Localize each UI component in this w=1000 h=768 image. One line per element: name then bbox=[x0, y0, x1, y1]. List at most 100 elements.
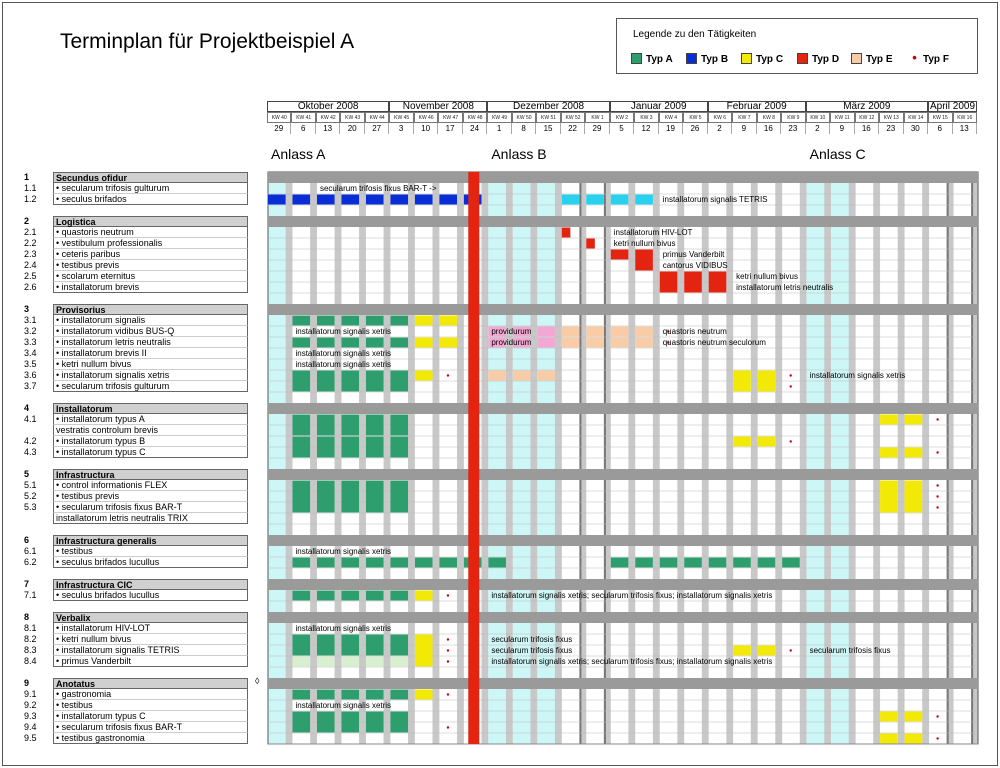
row-number: 3.7 bbox=[24, 381, 37, 391]
legend-label: Typ F bbox=[923, 54, 949, 65]
bar-type-c bbox=[880, 480, 898, 513]
legend-swatch bbox=[631, 53, 642, 64]
row-label: • installatorum HIV-LOT bbox=[53, 623, 248, 634]
week-label: KW 15 bbox=[928, 112, 953, 123]
bar-type-e bbox=[586, 337, 604, 348]
bar-type-e bbox=[610, 337, 629, 348]
bar-type-b bbox=[316, 194, 335, 205]
month-label: Januar 2009 bbox=[609, 101, 708, 112]
row-number: 3.5 bbox=[24, 359, 37, 369]
day-label: 29 bbox=[585, 123, 610, 134]
bar-annotation: installatorum signalis TETRIS bbox=[662, 195, 768, 204]
day-label: 19 bbox=[659, 123, 684, 134]
bar-type-a bbox=[292, 689, 311, 700]
section-number: 2 bbox=[24, 216, 30, 226]
legend-label: Typ E bbox=[866, 54, 893, 65]
day-label: 13 bbox=[316, 123, 341, 134]
bar-type-p bbox=[488, 326, 506, 337]
bar-type-a bbox=[341, 689, 360, 700]
bar-annotation: cantorus VIDIBUS bbox=[662, 261, 728, 270]
bar-type-b2 bbox=[610, 194, 629, 205]
legend-swatch bbox=[797, 53, 808, 64]
bar-type-f bbox=[936, 495, 939, 498]
bar-type-f bbox=[667, 341, 670, 344]
week-label: KW 51 bbox=[536, 112, 561, 123]
week-label: KW 8 bbox=[756, 112, 782, 123]
bar-type-a bbox=[684, 557, 702, 568]
bar-type-f bbox=[446, 594, 450, 597]
section-header-bar bbox=[268, 216, 978, 227]
label-box-border bbox=[53, 457, 248, 458]
bar-type-a bbox=[659, 557, 678, 568]
bar-type-b bbox=[292, 194, 311, 205]
week-label: KW 5 bbox=[683, 112, 708, 123]
section-number: 8 bbox=[24, 612, 30, 622]
bar-type-b bbox=[390, 194, 409, 205]
row-label: • vestibulum professionalis bbox=[53, 238, 248, 249]
bar-type-a bbox=[708, 557, 727, 568]
bar-type-l bbox=[341, 656, 360, 667]
legend-label: Typ D bbox=[812, 54, 840, 65]
row-label: vestratis controlum brevis bbox=[53, 425, 248, 436]
bar-type-c bbox=[733, 370, 751, 392]
bar-type-l bbox=[390, 656, 409, 667]
bar-type-a bbox=[341, 557, 360, 568]
day-label: 10 bbox=[414, 123, 439, 134]
week-label: KW 12 bbox=[854, 112, 880, 123]
week-label: KW 42 bbox=[315, 112, 341, 123]
bar-type-a bbox=[292, 414, 311, 436]
day-label: 16 bbox=[855, 123, 880, 134]
legend-swatch bbox=[686, 53, 697, 64]
bar-type-a bbox=[292, 557, 311, 568]
row-label: • control informationis FLEX bbox=[53, 480, 248, 491]
row-label: • testibus bbox=[53, 700, 248, 711]
bar-type-a bbox=[365, 634, 384, 656]
section-number: 4 bbox=[24, 403, 30, 413]
label-box-border bbox=[53, 204, 248, 205]
week-label: KW 1 bbox=[585, 112, 610, 123]
section-header-bar bbox=[268, 535, 978, 546]
legend-swatch bbox=[851, 53, 862, 64]
row-number: 2.2 bbox=[24, 238, 37, 248]
bar-type-a bbox=[341, 590, 360, 601]
day-label: 8 bbox=[512, 123, 537, 134]
bar-type-a bbox=[390, 689, 409, 700]
bar-type-a bbox=[316, 590, 335, 601]
bar-type-c bbox=[904, 711, 923, 722]
row-label: • scolarum eternitus bbox=[53, 271, 248, 282]
bar-type-a bbox=[365, 315, 384, 326]
bar-type-f bbox=[446, 726, 450, 729]
bar-type-e bbox=[512, 370, 531, 381]
bar-type-a bbox=[390, 315, 409, 326]
bar-type-a bbox=[390, 557, 409, 568]
bar-type-d bbox=[610, 249, 629, 260]
bar-type-a bbox=[316, 337, 335, 348]
bar-type-a bbox=[292, 711, 311, 733]
bar-type-a bbox=[316, 557, 335, 568]
day-label: 23 bbox=[781, 123, 806, 134]
section-number: 7 bbox=[24, 579, 30, 589]
bar-type-a bbox=[316, 436, 335, 458]
day-label: 20 bbox=[340, 123, 365, 134]
row-label: • testibus previs bbox=[53, 260, 248, 271]
day-label: 16 bbox=[757, 123, 782, 134]
bar-type-a bbox=[610, 557, 629, 568]
bar-type-d bbox=[561, 227, 571, 238]
legend-item-typ-f: • Typ F bbox=[909, 51, 949, 65]
bar-type-c bbox=[414, 315, 433, 326]
bar-type-a bbox=[341, 337, 360, 348]
day-label: 22 bbox=[561, 123, 586, 134]
row-label: • testibus previs bbox=[53, 491, 248, 502]
bar-annotation: installatorum HIV-LOT bbox=[613, 228, 693, 237]
bar-type-l bbox=[292, 656, 311, 667]
bar-type-f bbox=[446, 660, 450, 663]
week-label: KW 11 bbox=[830, 112, 855, 123]
bar-annotation: installatorum signalis xetris bbox=[809, 371, 906, 380]
label-box-border bbox=[53, 391, 248, 392]
day-label: 6 bbox=[928, 123, 953, 134]
bar-type-b bbox=[268, 194, 286, 205]
bar-type-p bbox=[512, 326, 531, 337]
day-label: 6 bbox=[291, 123, 316, 134]
bar-type-c bbox=[733, 645, 751, 656]
diamond-marker: ◊ bbox=[255, 676, 260, 686]
